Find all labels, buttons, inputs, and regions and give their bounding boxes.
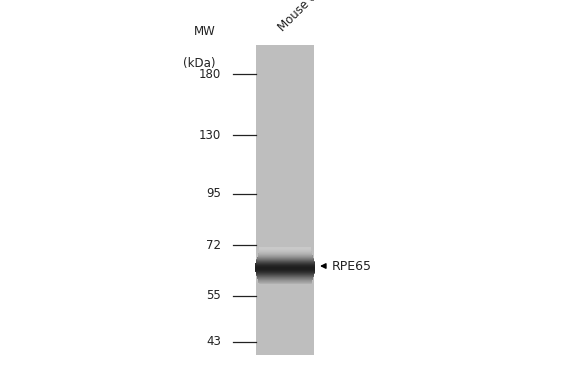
Text: RPE65: RPE65: [332, 260, 372, 273]
Text: 180: 180: [199, 68, 221, 81]
Text: 130: 130: [199, 129, 221, 141]
Text: Mouse eye: Mouse eye: [276, 0, 330, 34]
Text: 55: 55: [207, 289, 221, 302]
Text: MW: MW: [194, 25, 215, 38]
Text: 72: 72: [206, 239, 221, 252]
Text: 95: 95: [206, 187, 221, 200]
Text: (kDa): (kDa): [183, 57, 215, 70]
Text: 43: 43: [206, 335, 221, 348]
